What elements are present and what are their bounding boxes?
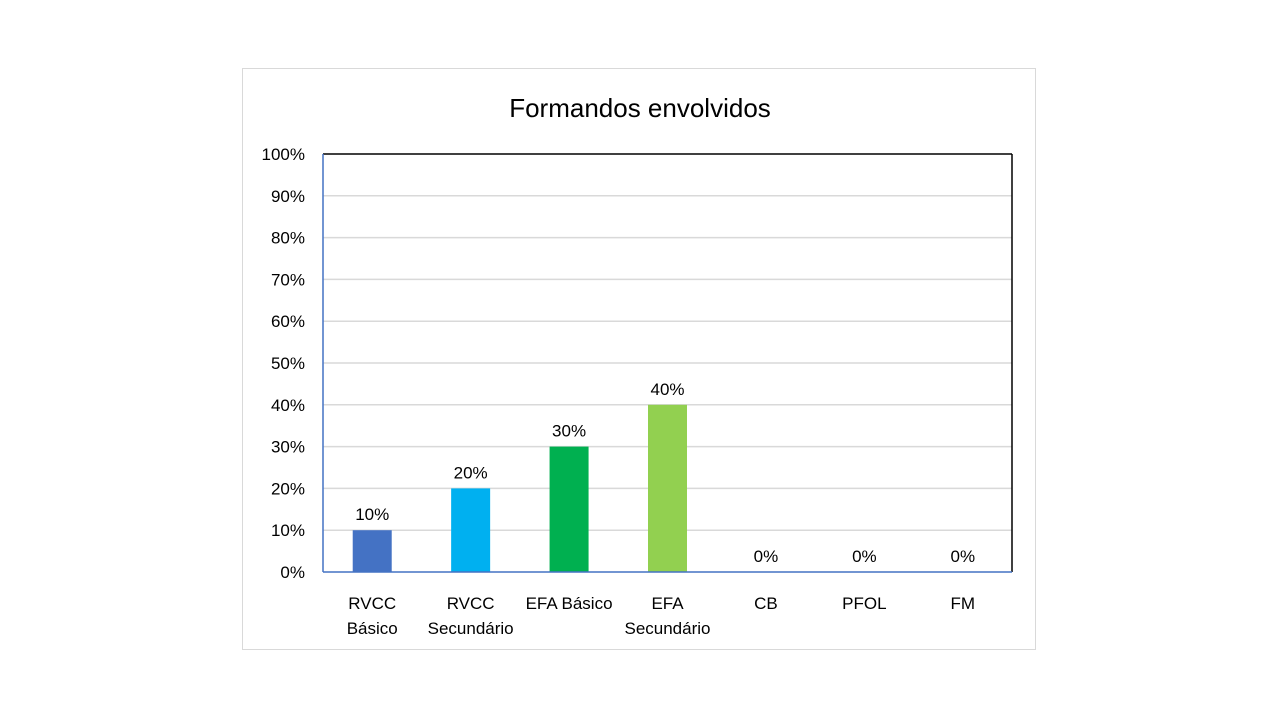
axes bbox=[322, 153, 1013, 573]
data-label: 0% bbox=[950, 547, 975, 566]
bar bbox=[648, 404, 687, 572]
y-tick-label: 80% bbox=[271, 229, 305, 248]
x-category-label: EFA Básico bbox=[526, 594, 613, 613]
y-tick-label: 50% bbox=[271, 354, 305, 373]
data-label: 30% bbox=[552, 422, 586, 441]
y-tick-label: 60% bbox=[271, 312, 305, 331]
x-category-label: PFOL bbox=[842, 594, 886, 613]
x-category-label: Secundário bbox=[624, 619, 710, 638]
x-category-label: RVCC bbox=[447, 594, 495, 613]
y-tick-label: 10% bbox=[271, 521, 305, 540]
bar-chart: Formandos envolvidos 0% 10% 20% 30% 40% 50% 60… bbox=[262, 93, 1013, 638]
data-label: 40% bbox=[650, 380, 684, 399]
y-tick-label: 70% bbox=[271, 270, 305, 289]
labels: 0% 10% 20% 30% 40% 50% 60% 70% 80% 90% 100% 10% RVCC… bbox=[262, 145, 976, 638]
x-category-label: RVCC bbox=[348, 594, 396, 613]
y-tick-label: 40% bbox=[271, 396, 305, 415]
x-category-label: Secundário bbox=[428, 619, 514, 638]
y-tick-label: 0% bbox=[280, 563, 305, 582]
y-tick-label: 90% bbox=[271, 187, 305, 206]
data-label: 10% bbox=[355, 505, 389, 524]
chart-title: Formandos envolvidos bbox=[509, 93, 771, 123]
data-label: 0% bbox=[754, 547, 779, 566]
x-category-label: FM bbox=[951, 594, 976, 613]
y-tick-label: 30% bbox=[271, 438, 305, 457]
gridlines bbox=[323, 195, 1012, 531]
y-tick-label: 20% bbox=[271, 479, 305, 498]
data-label: 0% bbox=[852, 547, 877, 566]
bar bbox=[451, 488, 491, 572]
x-category-label: EFA bbox=[651, 594, 684, 613]
bar bbox=[352, 530, 392, 572]
data-label: 20% bbox=[454, 463, 488, 482]
chart-frame: Formandos envolvidos 0% 10% 20% 30% 40% 50% 60… bbox=[242, 68, 1036, 650]
bars bbox=[352, 404, 687, 572]
x-category-label: CB bbox=[754, 594, 778, 613]
bar bbox=[549, 446, 589, 572]
x-category-label: Básico bbox=[347, 619, 398, 638]
y-tick-label: 100% bbox=[262, 145, 305, 164]
